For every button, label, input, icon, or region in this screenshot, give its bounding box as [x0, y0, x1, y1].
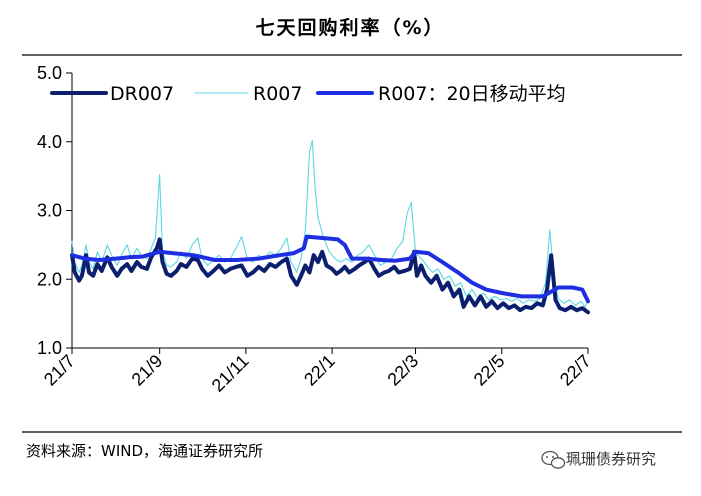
- legend: DR007 R007 R007：20日移动平均: [50, 83, 566, 105]
- x-tick-label: 22/1: [300, 351, 339, 390]
- watermark-text: 珮珊债券研究: [566, 450, 656, 468]
- r007-ma20-line: [70, 234, 590, 304]
- y-tick-label: 4.0: [37, 132, 62, 152]
- series-layer: [70, 139, 590, 315]
- y-tick-label: 1.0: [37, 338, 62, 358]
- y-tick-label: 3.0: [37, 201, 62, 221]
- dr007-line: [70, 237, 590, 315]
- legend-r007-ma20: R007：20日移动平均: [316, 83, 566, 105]
- legend-label: R007: [253, 83, 302, 105]
- legend-r007: R007: [194, 83, 302, 105]
- x-tick-label: 21/9: [128, 351, 167, 390]
- legend-label: DR007: [110, 83, 174, 105]
- wechat-icon: [541, 450, 566, 469]
- r007-line: [71, 139, 589, 308]
- x-tick-label: 22/3: [383, 351, 422, 390]
- chart-title: 七天回购利率（%）: [255, 16, 444, 39]
- x-tick-label: 22/7: [556, 351, 595, 390]
- legend-dr007: DR007: [50, 83, 174, 105]
- y-axis: 1.0 2.0 3.0 4.0 5.0: [37, 63, 73, 358]
- source-note: 资料来源：WIND，海通证券研究所: [26, 442, 263, 460]
- y-tick-label: 5.0: [37, 63, 62, 83]
- legend-label: R007：20日移动平均: [378, 83, 566, 105]
- x-axis: 21/7 21/9 21/11 22/1 22/3 22/5 22/7: [40, 347, 595, 396]
- x-tick-label: 21/11: [208, 351, 253, 396]
- y-tick-label: 2.0: [37, 269, 62, 289]
- x-tick-label: 22/5: [470, 351, 509, 390]
